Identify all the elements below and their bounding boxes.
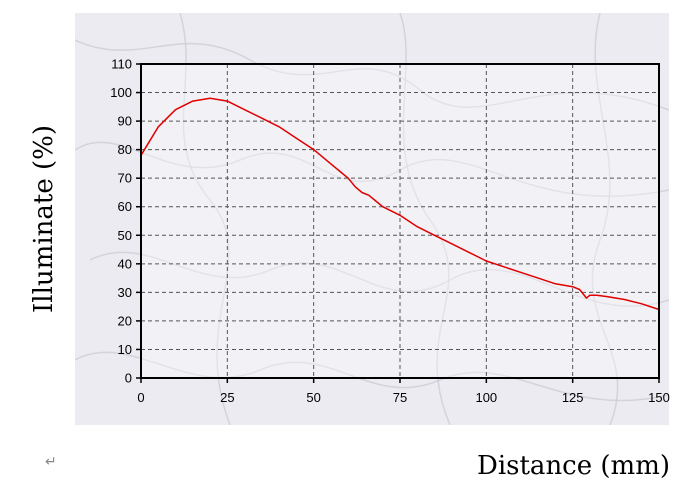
grid-lines <box>141 64 659 378</box>
marble-vein <box>179 13 231 425</box>
y-tick-label: 0 <box>125 371 132 386</box>
marble-vein <box>75 141 669 197</box>
x-tick-label: 125 <box>562 390 584 405</box>
x-axis-ticks: 0 25 50 75 100 125 150 <box>137 378 670 405</box>
marble-vein <box>591 13 619 425</box>
y-axis-ticks: 0 10 20 30 40 50 60 70 80 90 100 110 <box>110 57 141 386</box>
series-layer <box>140 97 660 311</box>
x-tick-label: 25 <box>220 390 234 405</box>
y-tick-label: 50 <box>118 228 132 243</box>
x-tick-label: 0 <box>137 390 144 405</box>
y-tick-label: 60 <box>118 199 132 214</box>
x-tick-label: 100 <box>475 390 497 405</box>
x-tick-label: 75 <box>393 390 407 405</box>
series-line <box>140 97 660 311</box>
marble-vein <box>89 251 669 307</box>
marble-vein <box>75 39 669 111</box>
y-tick-label: 110 <box>111 57 132 72</box>
marble-vein <box>399 13 451 425</box>
y-tick-label: 40 <box>118 256 132 271</box>
x-tick-label: 50 <box>306 390 320 405</box>
y-tick-label: 10 <box>118 342 132 357</box>
x-tick-label: 150 <box>648 390 670 405</box>
y-tick-label: 70 <box>118 171 132 186</box>
y-tick-label: 80 <box>118 142 132 157</box>
y-tick-label: 90 <box>118 114 132 129</box>
marble-vein <box>75 351 669 402</box>
y-tick-label: 20 <box>118 313 132 328</box>
chart-frame-background <box>75 13 669 425</box>
return-mark: ↵ <box>45 454 57 470</box>
x-axis-label: Distance (mm) <box>477 451 670 481</box>
y-tick-label: 30 <box>118 285 132 300</box>
y-axis-label: Illuminate (%) <box>29 125 59 313</box>
y-tick-label: 100 <box>110 85 132 100</box>
